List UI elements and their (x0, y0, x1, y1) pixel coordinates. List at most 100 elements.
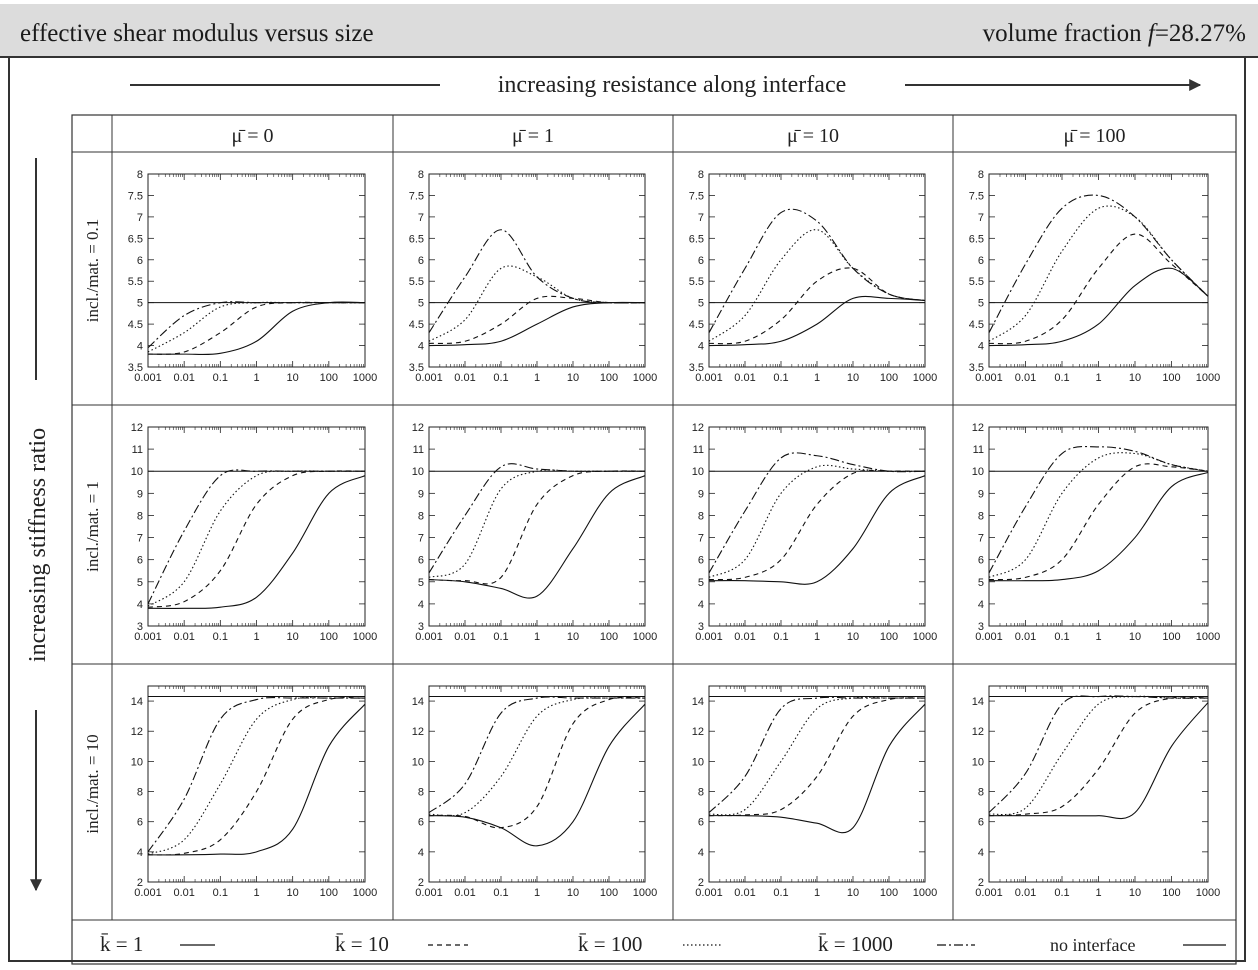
volume-fraction-symbol: f (1147, 20, 1155, 47)
outer-box (8, 58, 1246, 962)
plot-frame (708, 685, 926, 883)
y-tick-label: 4 (137, 341, 143, 353)
x-tick-label: 1000 (633, 372, 657, 384)
y-tick-label: 4 (418, 847, 424, 859)
y-tick-label: 14 (412, 696, 424, 708)
y-tick-label: 4 (978, 341, 984, 353)
y-tick-label: 12 (692, 422, 704, 434)
figure-title: effective shear modulus versus size (20, 20, 374, 47)
series-line-k1 (708, 475, 926, 585)
series-line-k100 (988, 695, 1209, 816)
y-tick-label: 10 (131, 466, 143, 478)
x-tick-label: 1 (814, 887, 820, 899)
y-tick-label: 10 (412, 466, 424, 478)
plot-frame (147, 173, 366, 368)
x-tick-label: 10 (287, 631, 299, 643)
y-tick-label: 7 (698, 212, 704, 224)
x-tick-label: 0.1 (493, 887, 508, 899)
x-tick-label: 100 (880, 372, 898, 384)
panel-r1-c0: 0.001 0.01 0.1 1 10 100 1000 3 4 5 6 7 8 9 10 11 12 (131, 422, 377, 643)
y-tick-label: 14 (692, 696, 704, 708)
x-tick-label: 100 (600, 887, 618, 899)
x-tick-label: 0.1 (1054, 887, 1069, 899)
x-tick-label: 100 (600, 631, 618, 643)
plot-frame (988, 426, 1209, 627)
x-tick-label: 0.001 (415, 887, 443, 899)
y-tick-label: 9 (978, 488, 984, 500)
x-tick-label: 0.001 (975, 631, 1003, 643)
series-line-k1 (989, 702, 1209, 820)
series-line-k1000 (988, 695, 1209, 814)
y-tick-label: 5 (698, 577, 704, 589)
y-tick-label: 8 (418, 169, 424, 181)
legend-label-4: no interface (1050, 935, 1135, 955)
legend-label-2: k̄ = 100 (578, 932, 642, 956)
y-tick-label: 8 (418, 510, 424, 522)
x-tick-label: 0.1 (773, 631, 788, 643)
series-line-k1000 (428, 229, 646, 333)
volume-fraction-label: volume fraction f=28.27% (983, 20, 1246, 48)
x-tick-label: 1 (534, 372, 540, 384)
x-tick-label: 1000 (913, 887, 937, 899)
y-tick-label: 11 (973, 444, 984, 456)
series-line-k1 (708, 703, 926, 834)
y-tick-label: 10 (692, 756, 704, 768)
x-tick-label: 1 (534, 887, 540, 899)
series-line-k10 (428, 696, 646, 829)
y-tick-label: 8 (137, 787, 143, 799)
y-tick-label: 8 (698, 510, 704, 522)
series-line-k1 (988, 267, 1209, 347)
x-tick-label: 100 (1162, 631, 1180, 643)
x-tick-label: 10 (847, 372, 859, 384)
y-tick-label: 7 (137, 533, 143, 545)
y-tick-label: 5.5 (409, 276, 424, 288)
panel-r1-c1: 0.001 0.01 0.1 1 10 100 1000 3 4 5 6 7 8 9 10 11 12 (412, 422, 657, 643)
table-border (71, 114, 1237, 965)
x-tick-label: 10 (1129, 887, 1141, 899)
x-tick-label: 0.01 (1015, 631, 1036, 643)
y-tick-label: 12 (972, 726, 984, 738)
y-tick-label: 5 (698, 298, 704, 310)
x-tick-label: 0.01 (173, 887, 194, 899)
y-tick-label: 7 (698, 533, 704, 545)
x-tick-label: 1 (1095, 372, 1101, 384)
series-line-k10 (708, 267, 926, 345)
x-tick-label: 1 (534, 631, 540, 643)
x-tick-label: 100 (320, 887, 338, 899)
panel-r1-c3: 0.001 0.01 0.1 1 10 100 1000 3 4 5 6 7 8 9 10 11 12 (972, 422, 1220, 643)
x-tick-label: 10 (287, 372, 299, 384)
y-tick-label: 5 (418, 298, 424, 310)
x-tick-label: 1000 (1196, 631, 1220, 643)
y-tick-label: 4 (698, 847, 704, 859)
series-line-k10 (147, 697, 366, 856)
y-tick-label: 4 (698, 341, 704, 353)
series-line-k1 (988, 471, 1209, 582)
y-tick-label: 2 (418, 877, 424, 889)
panel-r2-c1: 0.001 0.01 0.1 1 10 100 1000 2 4 6 8 10 12 14 (412, 685, 657, 899)
y-tick-label: 6 (137, 817, 143, 829)
y-tick-label: 4 (418, 599, 424, 611)
x-tick-label: 1000 (913, 631, 937, 643)
series-line-k100 (988, 452, 1209, 578)
series-line-k1 (428, 301, 646, 347)
x-tick-label: 1 (253, 631, 259, 643)
series-line-k1000 (708, 452, 926, 574)
y-tick-label: 3 (137, 621, 143, 633)
y-tick-label: 8 (418, 787, 424, 799)
y-tick-label: 2 (698, 877, 704, 889)
y-tick-label: 8 (978, 510, 984, 522)
y-tick-label: 5.5 (689, 276, 704, 288)
plot-frame (147, 685, 366, 883)
y-tick-label: 5 (978, 298, 984, 310)
y-tick-label: 2 (978, 877, 984, 889)
y-tick-label: 7 (137, 212, 143, 224)
y-tick-label: 4.5 (128, 319, 143, 331)
series-line-k1 (147, 475, 366, 609)
series-line-k1000 (147, 301, 365, 349)
panel-r2-c2: 0.001 0.01 0.1 1 10 100 1000 2 4 6 8 10 12 14 (692, 685, 937, 899)
y-tick-label: 12 (692, 726, 704, 738)
y-tick-label: 10 (972, 466, 984, 478)
x-tick-label: 0.1 (773, 887, 788, 899)
x-tick-label: 1 (814, 631, 820, 643)
series-line-k10 (708, 697, 926, 817)
